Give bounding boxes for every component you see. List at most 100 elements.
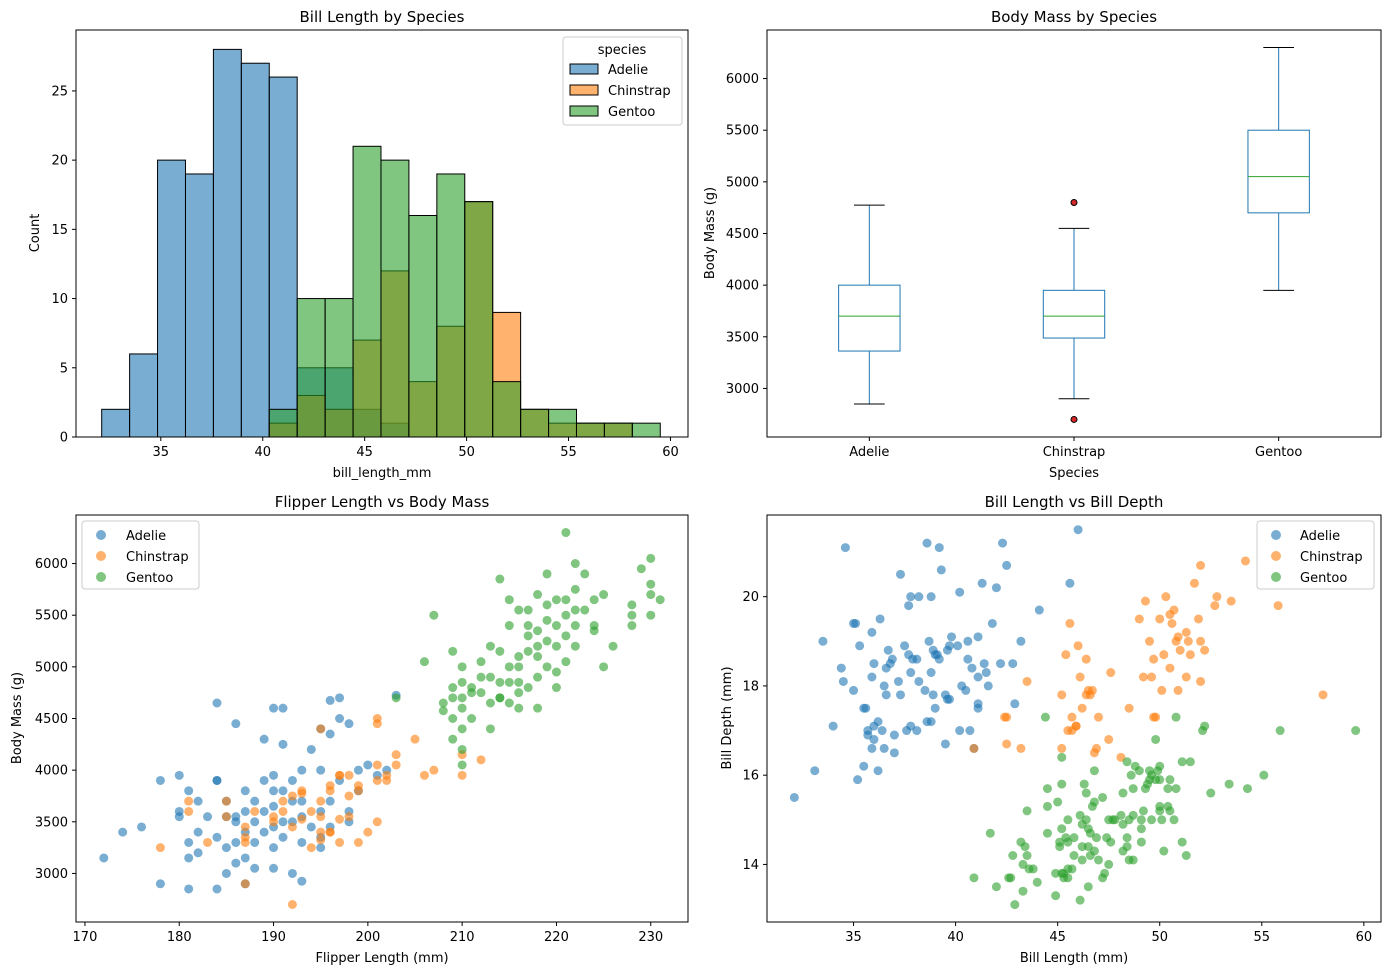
point-adelie: [240, 806, 250, 816]
point-gentoo: [655, 595, 665, 605]
point-chinstrap: [1167, 618, 1177, 628]
point-adelie: [259, 775, 269, 785]
point-gentoo: [1057, 779, 1067, 789]
y-tick-label: 14: [742, 858, 759, 873]
point-gentoo: [457, 760, 467, 770]
point-chinstrap: [1157, 685, 1167, 695]
x-tick-label: 50: [458, 445, 475, 460]
x-tick-label: Gentoo: [1255, 445, 1302, 460]
point-adelie: [1016, 636, 1026, 646]
point-gentoo: [514, 605, 524, 615]
point-gentoo: [1100, 868, 1110, 878]
point-chinstrap: [221, 796, 231, 806]
flipper-scatter-ylabel: Body Mass (g): [10, 672, 25, 764]
point-gentoo: [1118, 819, 1128, 829]
point-gentoo: [636, 564, 646, 574]
histogram-bars: [101, 48, 661, 438]
point-gentoo: [1089, 766, 1099, 776]
point-adelie: [920, 685, 930, 695]
legend-swatch-chinstrap: [569, 84, 599, 96]
boxplot-ticks: Adelie Chinstrap Gentoo 3000 3500 4000 4500 500…: [726, 72, 1302, 460]
point-chinstrap: [335, 837, 345, 847]
point-gentoo: [570, 605, 580, 615]
point-adelie: [193, 827, 203, 837]
point-gentoo: [1122, 757, 1132, 767]
point-chinstrap: [297, 814, 307, 824]
bar-gentoo: [268, 408, 298, 438]
point-chinstrap: [297, 788, 307, 798]
point-gentoo: [570, 621, 580, 631]
point-gentoo: [1069, 851, 1079, 861]
point-chinstrap: [1081, 654, 1091, 664]
point-chinstrap: [969, 743, 979, 753]
point-chinstrap: [1149, 712, 1159, 722]
bar-adelie: [101, 408, 131, 438]
legend-marker-gentoo: [1271, 572, 1281, 582]
point-chinstrap: [1318, 690, 1328, 700]
point-adelie: [991, 583, 1001, 593]
point-gentoo: [542, 662, 552, 672]
point-gentoo: [504, 677, 514, 687]
bar-gentoo: [380, 159, 410, 438]
point-adelie: [996, 659, 1006, 669]
point-gentoo: [523, 646, 533, 656]
y-tick-label: 4500: [726, 227, 759, 242]
point-adelie: [250, 817, 260, 827]
point-gentoo: [1042, 801, 1052, 811]
point-chinstrap: [1196, 560, 1206, 570]
point-chinstrap: [429, 765, 439, 775]
point-adelie: [875, 614, 885, 624]
point-adelie: [859, 761, 869, 771]
point-gentoo: [1177, 757, 1187, 767]
point-gentoo: [1063, 873, 1073, 883]
point-gentoo: [467, 688, 477, 698]
y-tick-label: 10: [51, 292, 68, 307]
point-gentoo: [580, 569, 590, 579]
point-gentoo: [448, 683, 458, 693]
point-gentoo: [1243, 784, 1253, 794]
x-tick-label: 190: [261, 930, 286, 945]
point-gentoo: [1032, 877, 1042, 887]
x-tick-label: 35: [153, 445, 170, 460]
point-gentoo: [523, 683, 533, 693]
point-gentoo: [1165, 806, 1175, 816]
point-gentoo: [1089, 797, 1099, 807]
point-chinstrap: [353, 781, 363, 791]
x-tick-label: 55: [1254, 930, 1271, 945]
point-chinstrap: [335, 770, 345, 780]
bill-scatter-ticks: 35 40 45 50 55 60 14 16 18 20: [742, 590, 1372, 945]
boxplot-ylabel: Body Mass (g): [703, 187, 718, 279]
point-gentoo: [495, 677, 505, 687]
x-tick-label: 60: [662, 445, 679, 460]
point-adelie: [278, 832, 288, 842]
point-gentoo: [1040, 712, 1050, 722]
point-adelie: [930, 703, 940, 713]
point-adelie: [887, 654, 897, 664]
point-adelie: [973, 672, 983, 682]
bar-gentoo: [324, 298, 354, 438]
point-chinstrap: [316, 835, 326, 845]
point-chinstrap: [325, 827, 335, 837]
point-gentoo: [1155, 801, 1165, 811]
point-adelie: [231, 719, 241, 729]
point-gentoo: [1081, 815, 1091, 825]
point-adelie: [1034, 605, 1044, 615]
point-adelie: [955, 726, 965, 736]
point-adelie: [212, 884, 222, 894]
point-chinstrap: [372, 714, 382, 723]
point-gentoo: [1155, 775, 1165, 785]
bar-gentoo: [548, 408, 577, 438]
point-chinstrap: [353, 837, 363, 847]
point-adelie: [287, 868, 297, 878]
point-chinstrap: [1183, 636, 1193, 646]
point-chinstrap: [1071, 721, 1081, 731]
point-adelie: [895, 690, 905, 700]
point-adelie: [259, 806, 269, 816]
point-gentoo: [1053, 797, 1063, 807]
flipper-scatter-ticks: 170 180 190 200 210 220 230 3000 3500 4000 4500 500…: [35, 557, 663, 945]
point-chinstrap: [1140, 596, 1150, 606]
x-tick-label: 45: [1049, 930, 1066, 945]
point-adelie: [212, 698, 222, 708]
point-gentoo: [485, 641, 495, 651]
point-gentoo: [551, 667, 561, 677]
